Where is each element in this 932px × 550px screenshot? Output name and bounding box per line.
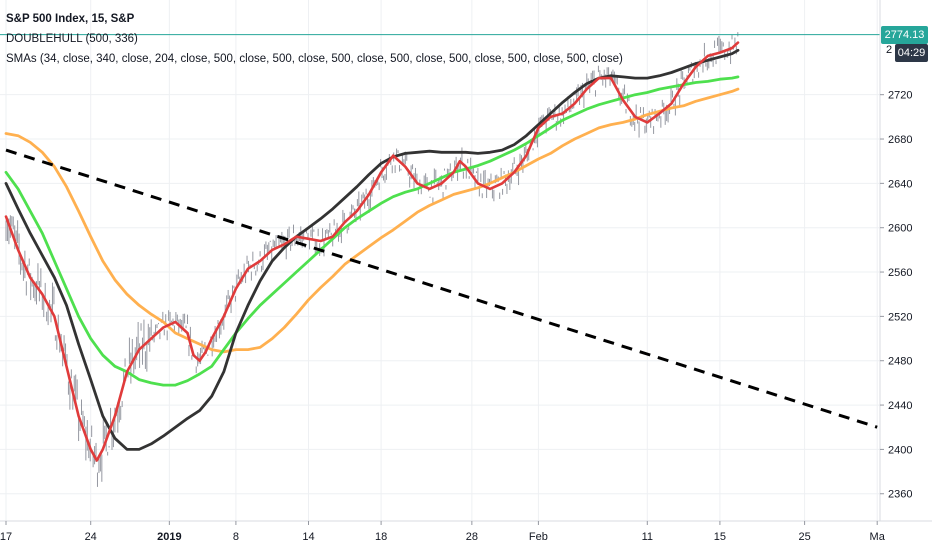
x-tick-label: 17 [0,531,12,543]
x-tick-label: 8 [233,531,239,543]
x-tick-label: Ma [870,531,886,543]
series-line-black [4,48,740,451]
price-axis-bg [880,0,932,550]
series-line-orange [4,87,740,354]
y-tick-label: 2640 [888,178,912,190]
y-tick-label: 2600 [888,223,912,235]
series-line-green [4,75,740,387]
y-tick-label: 2520 [888,311,912,323]
time-axis-bg [0,521,932,550]
legend-indicator-doublehull[interactable]: DOUBLEHULL (500, 336) [6,33,138,45]
x-tick-label: 15 [714,531,726,543]
y-tick-label: 2720 [888,90,912,102]
x-tick-label: 2019 [157,531,181,543]
chart-legend: S&P 500 Index, 15, S&P DOUBLEHULL (500, … [6,9,623,69]
last-price-tag: 2774.13 [881,25,928,44]
x-tick-label: 24 [85,531,97,543]
legend-title[interactable]: S&P 500 Index, 15, S&P [6,13,135,25]
price-candles [5,32,739,487]
x-tick-label: Feb [529,531,548,543]
x-tick-label: 18 [375,531,387,543]
x-tick-label: 14 [302,531,314,543]
y-tick-label: 2560 [888,267,912,279]
y-tick-label: 2680 [888,134,912,146]
y-tick-label: 2400 [888,444,912,456]
x-tick-label: 25 [798,531,810,543]
grid-lines [0,0,880,521]
series-line-red [4,41,740,462]
y-tick-label: 2360 [888,489,912,501]
series-line-trendline [5,148,878,429]
bar-countdown-tag: 04:29 [895,43,928,62]
x-tick-label: 28 [466,531,478,543]
price-axis-clipped-label: 2 [886,43,893,56]
x-tick-label: 11 [642,531,653,543]
y-tick-label: 2480 [888,356,912,368]
y-tick-label: 2440 [888,400,912,412]
legend-indicator-smas[interactable]: SMAs (34, close, 340, close, 204, close,… [6,53,623,65]
